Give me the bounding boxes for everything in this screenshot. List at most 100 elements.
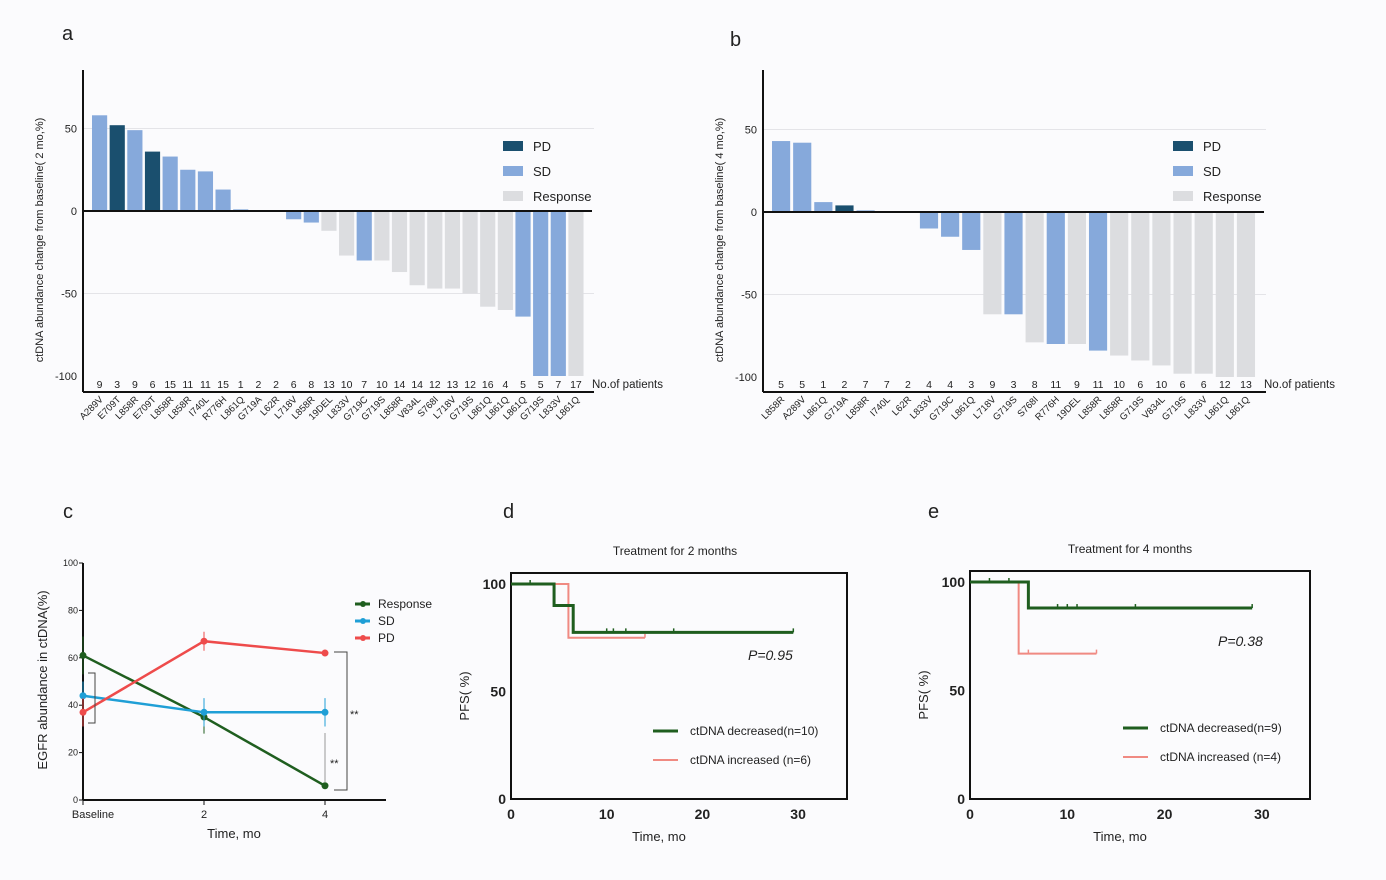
y-tick-label: 100 bbox=[483, 576, 507, 592]
legend-label: ctDNA increased (n=4) bbox=[1160, 750, 1281, 764]
y-tick-label: 40 bbox=[68, 700, 78, 710]
panel-letter: b bbox=[730, 29, 741, 51]
bar bbox=[462, 211, 478, 294]
bar bbox=[497, 211, 513, 310]
x-tick-label: L861Q bbox=[1224, 394, 1252, 422]
patient-count: 8 bbox=[1032, 379, 1038, 391]
bar bbox=[409, 211, 425, 286]
patient-count: 4 bbox=[502, 379, 508, 391]
x-tick-label: G719S bbox=[1118, 394, 1147, 423]
bar bbox=[286, 211, 302, 220]
data-point bbox=[321, 708, 329, 716]
patient-count: 15 bbox=[217, 379, 229, 391]
x-tick-label: 0 bbox=[507, 806, 515, 822]
panel-e: e Treatment for 4 months 0 10 20 30 0 50 100 Time… bbox=[916, 501, 1311, 844]
patient-count: 6 bbox=[150, 379, 156, 391]
patient-count: 1 bbox=[820, 379, 826, 391]
bar bbox=[109, 125, 125, 211]
patient-count: 2 bbox=[273, 379, 279, 391]
patient-count: 9 bbox=[97, 379, 103, 391]
bar bbox=[92, 115, 108, 211]
bar bbox=[356, 211, 372, 261]
y-tick-label: -100 bbox=[55, 371, 77, 383]
bar bbox=[180, 169, 196, 211]
y-tick-label: 0 bbox=[957, 791, 965, 807]
patient-count: 16 bbox=[482, 379, 494, 391]
legend-label: Response bbox=[1203, 189, 1262, 204]
bar bbox=[1173, 212, 1192, 374]
legend-swatch bbox=[1173, 166, 1193, 176]
bracket bbox=[88, 672, 96, 724]
patient-count: 6 bbox=[1180, 379, 1186, 391]
legend-swatch bbox=[1173, 141, 1193, 151]
bar bbox=[303, 211, 319, 223]
patient-count: 5 bbox=[520, 379, 526, 391]
patient-count: 2 bbox=[905, 379, 911, 391]
y-tick-label: 50 bbox=[65, 124, 77, 136]
bar bbox=[339, 211, 355, 256]
legend-label: ctDNA decreased(n=10) bbox=[690, 724, 818, 738]
bar bbox=[197, 171, 214, 211]
x-axis-label: Time, mo bbox=[1093, 829, 1147, 844]
legend-swatch bbox=[1173, 191, 1193, 201]
data-point bbox=[79, 708, 87, 716]
patient-count: 6 bbox=[291, 379, 297, 391]
survival-curve bbox=[511, 582, 794, 634]
legend-label: Response bbox=[378, 597, 432, 611]
legend-label: PD bbox=[378, 631, 395, 645]
bar bbox=[427, 211, 443, 289]
survival-curve bbox=[970, 580, 1253, 610]
x-tick-label: L861Q bbox=[949, 394, 977, 422]
patient-count: 11 bbox=[1093, 379, 1104, 391]
bar bbox=[1152, 212, 1171, 366]
patient-count: 10 bbox=[376, 379, 388, 391]
significance-bracket bbox=[334, 651, 348, 791]
patient-count: 2 bbox=[842, 379, 848, 391]
patient-count: 4 bbox=[947, 379, 953, 391]
y-tick-label: 100 bbox=[942, 574, 966, 590]
bar bbox=[1046, 212, 1065, 344]
bar bbox=[444, 211, 461, 289]
bar bbox=[941, 212, 960, 237]
bar bbox=[162, 156, 178, 211]
data-point bbox=[321, 782, 329, 790]
x-tick-label: Baseline bbox=[72, 809, 114, 821]
panel-d: d Treatment for 2 months 0 10 20 30 0 50 100 Time… bbox=[457, 501, 848, 844]
bar bbox=[480, 211, 496, 307]
bar bbox=[533, 211, 549, 376]
patient-count: 14 bbox=[394, 379, 406, 391]
y-axis-label: ctDNA abundance change from baseline( 4 … bbox=[714, 118, 726, 363]
bar bbox=[321, 211, 337, 231]
bar bbox=[1236, 212, 1256, 377]
legend-marker bbox=[360, 635, 366, 641]
legend-label: ctDNA increased (n=6) bbox=[690, 753, 811, 767]
y-axis-label: PFS( %) bbox=[916, 670, 931, 719]
patient-count: 11 bbox=[182, 379, 193, 391]
p-value: P=0.38 bbox=[1218, 633, 1263, 649]
y-tick-label: -50 bbox=[61, 289, 77, 301]
patient-count: 7 bbox=[884, 379, 890, 391]
x-tick-label: L858R bbox=[844, 394, 872, 422]
bar bbox=[391, 211, 408, 273]
chart-title: Treatment for 2 months bbox=[613, 544, 737, 558]
patient-count: 12 bbox=[1219, 379, 1231, 391]
legend-label: PD bbox=[533, 139, 551, 154]
y-tick-label: 0 bbox=[751, 207, 757, 219]
panel-letter: d bbox=[503, 501, 514, 523]
patient-count: 4 bbox=[926, 379, 932, 391]
bar bbox=[1215, 212, 1234, 377]
legend-label: ctDNA decreased(n=9) bbox=[1160, 721, 1282, 735]
y-tick-label: 0 bbox=[73, 795, 78, 805]
bar bbox=[1131, 212, 1150, 361]
legend-label: SD bbox=[533, 164, 551, 179]
patient-count: 12 bbox=[429, 379, 441, 391]
x-tick-label: G719S bbox=[1160, 394, 1189, 423]
plot-frame bbox=[969, 570, 1311, 800]
bar bbox=[1004, 212, 1023, 315]
patient-count: 12 bbox=[464, 379, 476, 391]
data-point bbox=[200, 637, 208, 645]
legend-swatch bbox=[503, 166, 523, 176]
panel-letter: e bbox=[928, 501, 939, 523]
y-tick-label: 50 bbox=[745, 125, 757, 137]
